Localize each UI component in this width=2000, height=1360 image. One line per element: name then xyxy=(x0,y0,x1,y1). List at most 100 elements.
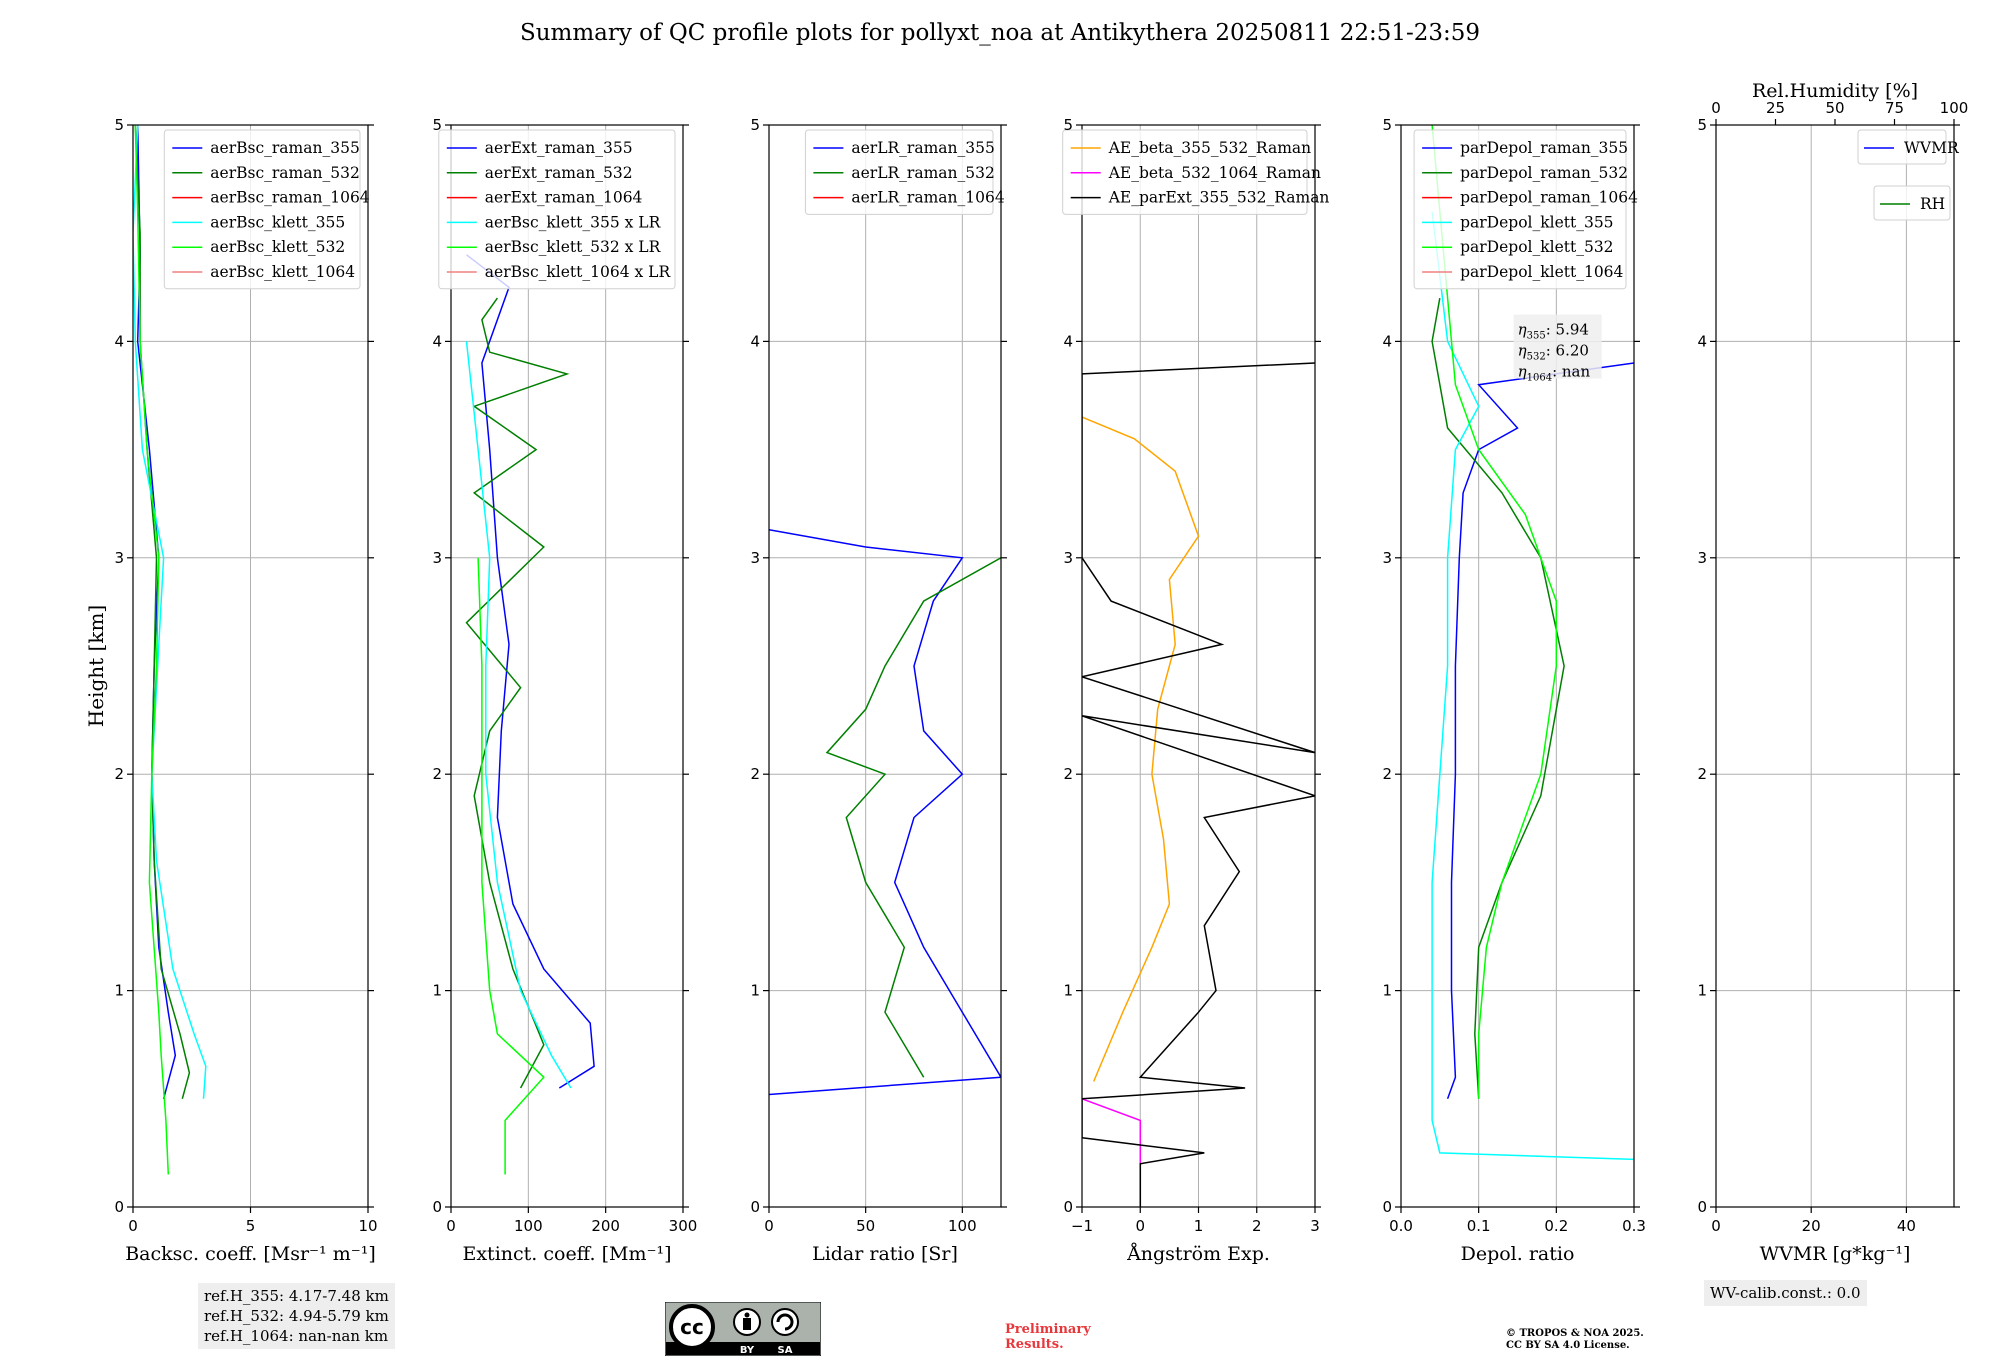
y-tick-label: 1 xyxy=(114,982,124,1000)
series-line-aerBsc_klett_532 xyxy=(134,125,170,1175)
legend-entry: aerBsc_klett_532 xyxy=(210,238,345,256)
y-tick-label: 3 xyxy=(1063,549,1073,567)
x-tick-label: 0.2 xyxy=(1544,1217,1568,1235)
legend-entry: AE_beta_532_1064_Raman xyxy=(1108,164,1321,182)
x-tick-label: 5 xyxy=(246,1217,256,1235)
legend-box xyxy=(438,129,676,290)
legend-entry: aerBsc_klett_355 xyxy=(210,213,345,231)
legend-entry: aerLR_raman_1064 xyxy=(851,189,1004,207)
legend-entry: aerBsc_klett_532 x LR xyxy=(485,238,662,256)
series-line-aerBsc_klett_355 x LR xyxy=(465,341,572,1089)
legend-entry: AE_beta_355_532_Raman xyxy=(1108,139,1311,157)
y-tick-label: 0 xyxy=(114,1198,124,1216)
reference-height-box: ref.H_355: 4.17-7.48 km ref.H_532: 4.94-… xyxy=(198,1283,395,1349)
x-tick-label: −1 xyxy=(1071,1217,1093,1235)
panel-3 xyxy=(763,124,1007,1213)
axes-frame xyxy=(1400,124,1635,1208)
preliminary-note: Preliminary Results. xyxy=(1005,1322,1091,1352)
y-tick-label: 1 xyxy=(432,982,442,1000)
x-axis-label: Backsc. coeff. [Msr⁻¹ m⁻¹] xyxy=(125,1243,376,1265)
series-line-AE_beta_355_532_Raman xyxy=(1082,416,1200,1082)
y-tick-label: 4 xyxy=(750,332,760,350)
series-group xyxy=(1082,362,1315,1207)
legend-entry: parDepol_klett_355 xyxy=(1460,213,1613,231)
eta-value: η355: 5.94 xyxy=(1518,321,1589,342)
y-tick-label: 2 xyxy=(1382,765,1392,783)
top-axis-label: Rel.Humidity [%] xyxy=(1752,80,1918,102)
y-tick-label: 3 xyxy=(750,549,760,567)
x-tick-label: 100 xyxy=(948,1217,977,1235)
series-group xyxy=(465,254,595,1175)
x-axis-label: WVMR [g*kg⁻¹] xyxy=(1760,1243,1911,1265)
series-line-AE_beta_532_1064_Raman xyxy=(1082,1098,1142,1207)
x-tick-label: 0 xyxy=(1711,1217,1721,1235)
panel-2 xyxy=(438,124,689,1213)
x-axis-label: Lidar ratio [Sr] xyxy=(812,1243,958,1265)
series-line-AE_parExt_355_532_Raman xyxy=(1082,362,1315,1207)
x-tick-label: 1 xyxy=(1194,1217,1204,1235)
series-group xyxy=(769,528,1001,1096)
series-line-aerBsc_klett_532 x LR xyxy=(477,557,545,1175)
x-tick-label: 20 xyxy=(1802,1217,1821,1235)
y-tick-label: 1 xyxy=(1063,982,1073,1000)
copyright-line-2: CC BY SA 4.0 License. xyxy=(1506,1340,1630,1351)
top-tick-label: 100 xyxy=(1940,99,1969,117)
x-tick-label: 0 xyxy=(764,1217,774,1235)
wv-calib-box: WV-calib.const.: 0.0 xyxy=(1704,1280,1867,1306)
legend-entry: aerBsc_raman_1064 xyxy=(210,189,370,207)
figure-title: Summary of QC profile plots for pollyxt_… xyxy=(519,20,1481,46)
x-tick-label: 300 xyxy=(669,1217,698,1235)
x-axis-label: Depol. ratio xyxy=(1461,1243,1575,1265)
legend-entry: aerLR_raman_532 xyxy=(851,164,994,182)
x-axis-label: Extinct. coeff. [Mm⁻¹] xyxy=(462,1243,671,1265)
legend-entry: aerExt_raman_532 xyxy=(485,164,633,182)
legend-entry: aerExt_raman_355 xyxy=(485,139,633,157)
panel-1 xyxy=(127,124,374,1213)
top-tick-label: 75 xyxy=(1885,99,1904,117)
top-tick-label: 25 xyxy=(1766,99,1785,117)
y-tick-label: 2 xyxy=(114,765,124,783)
legend-entry: aerBsc_raman_532 xyxy=(210,164,360,182)
x-tick-label: 0 xyxy=(446,1217,456,1235)
cc-by-text: BY xyxy=(740,1345,755,1356)
series-line-aerExt_raman_355 xyxy=(466,254,595,1089)
legend-box xyxy=(804,129,994,215)
eta-value: η1064: nan xyxy=(1518,363,1591,384)
x-tick-label: 0 xyxy=(1135,1217,1145,1235)
y-tick-label: 2 xyxy=(750,765,760,783)
axes-frame xyxy=(1715,124,1955,1208)
y-tick-label: 5 xyxy=(114,116,124,134)
legend-box xyxy=(1857,129,1947,165)
ref-height-1064: ref.H_1064: nan-nan km xyxy=(204,1327,389,1345)
legend-entry: aerExt_raman_1064 xyxy=(485,189,643,207)
eta-box xyxy=(1513,314,1602,379)
y-tick-label: 4 xyxy=(1382,332,1392,350)
x-tick-label: 0.0 xyxy=(1389,1217,1413,1235)
y-tick-label: 1 xyxy=(1697,982,1707,1000)
y-tick-label: 2 xyxy=(1697,765,1707,783)
x-tick-label: 100 xyxy=(514,1217,543,1235)
x-tick-label: 10 xyxy=(358,1217,377,1235)
x-axis-label: Ångström Exp. xyxy=(1126,1243,1270,1265)
cc-by-sa-badge: cc BY SA xyxy=(665,1302,821,1356)
y-tick-label: 0 xyxy=(750,1198,760,1216)
legend-box xyxy=(1413,129,1627,290)
x-tick-label: 50 xyxy=(856,1217,875,1235)
x-tick-label: 0.1 xyxy=(1467,1217,1491,1235)
series-group xyxy=(133,125,207,1175)
eta-value: η532: 6.20 xyxy=(1518,342,1589,363)
copyright-note: © TROPOS & NOA 2025. CC BY SA 4.0 Licens… xyxy=(1506,1328,1644,1352)
legend-entry: RH xyxy=(1920,195,1945,213)
legend-entry: parDepol_raman_532 xyxy=(1460,164,1628,182)
legend-entry: parDepol_raman_355 xyxy=(1460,139,1628,157)
x-tick-label: 200 xyxy=(591,1217,620,1235)
y-tick-label: 4 xyxy=(432,332,442,350)
x-tick-label: 40 xyxy=(1897,1217,1916,1235)
y-axis-label: Height [km] xyxy=(84,605,108,727)
x-tick-label: 2 xyxy=(1252,1217,1262,1235)
y-tick-label: 5 xyxy=(750,116,760,134)
y-tick-label: 5 xyxy=(1382,116,1392,134)
series-line-parDepol_klett_355 xyxy=(1431,211,1634,1161)
y-tick-label: 5 xyxy=(1697,116,1707,134)
